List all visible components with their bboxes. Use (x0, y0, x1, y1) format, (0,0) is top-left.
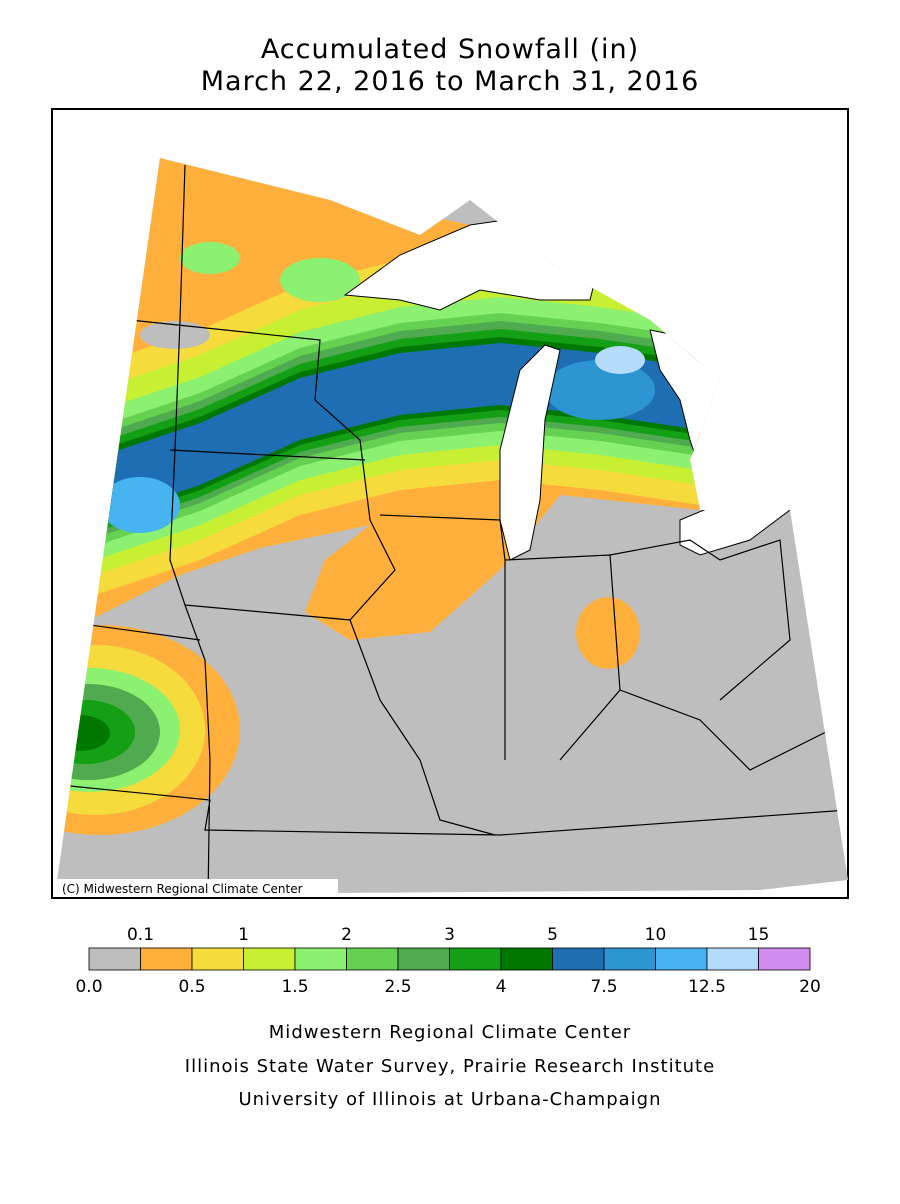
legend-swatch (603, 947, 656, 971)
legend-label: 0.0 (75, 977, 102, 997)
snow-area (140, 321, 210, 349)
legend-swatch (140, 947, 193, 971)
legend-swatch (397, 947, 450, 971)
snow-area (576, 597, 640, 669)
legend-label: 20 (799, 977, 821, 997)
legend-label: 2.5 (384, 977, 411, 997)
credit-box (55, 879, 338, 897)
legend-swatch (191, 947, 244, 971)
state-line (89, 624, 201, 641)
legend-label: 1.5 (281, 977, 308, 997)
title-line: Accumulated Snowfall (in) (261, 34, 639, 65)
legend-swatch (88, 947, 141, 971)
legend-swatch (449, 947, 502, 971)
legend-label: 4 (496, 977, 507, 997)
state-line (129, 319, 396, 621)
state-line (379, 514, 506, 760)
footer-line: Midwestern Regional Climate Center (269, 1022, 631, 1043)
state-line (184, 604, 496, 836)
legend-swatch (500, 947, 553, 971)
legend-swatch (294, 947, 347, 971)
legend-label: 5 (547, 925, 558, 945)
title-line: March 22, 2016 to March 31, 2016 (201, 66, 700, 97)
map (55, 158, 848, 895)
legend-label: 3 (444, 925, 455, 945)
snow-area (280, 258, 360, 302)
legend: 0.1 1 2 3 5 10 15 0.0 0.5 1.5 2.5 4 7.5 12.5 20 (75, 925, 820, 997)
legend-swatch (243, 947, 296, 971)
state-line (619, 689, 831, 771)
credit: (C) Midwestern Regional Climate Center (62, 882, 303, 896)
state-lines (59, 164, 848, 895)
legend-label: 0.1 (127, 925, 154, 945)
state-line (169, 449, 366, 461)
legend-label: 12.5 (688, 977, 726, 997)
legend-swatch (655, 947, 708, 971)
legend-label: 0.5 (178, 977, 205, 997)
footer-line: Illinois State Water Survey, Prairie Res… (185, 1056, 715, 1077)
legend-label: 1 (238, 925, 249, 945)
legend-label: 2 (341, 925, 352, 945)
snow-area (180, 242, 240, 274)
legend-swatch (758, 947, 811, 971)
legend-label: 10 (645, 925, 667, 945)
state-line (59, 784, 848, 836)
lake-michigan (499, 344, 561, 561)
legend-swatch (346, 947, 399, 971)
legend-label: 15 (748, 925, 770, 945)
state-line (609, 539, 791, 701)
snow-area (100, 477, 180, 533)
legend-swatch (552, 947, 605, 971)
state-line (504, 554, 621, 761)
footer-line: University of Illinois at Urbana-Champai… (238, 1089, 661, 1110)
state-line (169, 164, 211, 895)
legend-label: 7.5 (590, 977, 617, 997)
snow-area (545, 360, 655, 420)
legend-swatch (706, 947, 759, 971)
snow-area (595, 346, 645, 374)
